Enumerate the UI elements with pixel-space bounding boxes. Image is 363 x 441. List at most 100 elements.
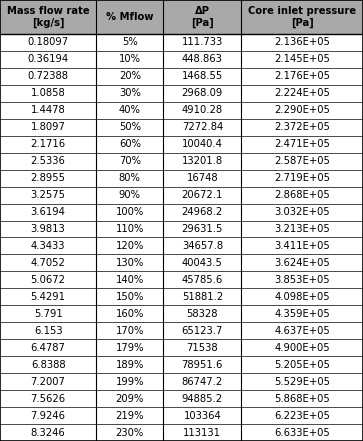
Text: 4.7052: 4.7052 <box>30 258 66 268</box>
Text: 2.868E+05: 2.868E+05 <box>274 190 330 200</box>
Text: Core inlet pressure
[Pa]: Core inlet pressure [Pa] <box>248 6 356 28</box>
Text: 6.223E+05: 6.223E+05 <box>274 411 330 421</box>
Text: 2.145E+05: 2.145E+05 <box>274 54 330 64</box>
Text: 140%: 140% <box>116 275 144 285</box>
Text: 65123.7: 65123.7 <box>182 326 223 336</box>
Text: 7272.84: 7272.84 <box>182 122 223 132</box>
Text: 20672.1: 20672.1 <box>182 190 223 200</box>
Text: 51881.2: 51881.2 <box>182 292 223 302</box>
Text: 179%: 179% <box>115 343 144 353</box>
Text: 2.8955: 2.8955 <box>30 173 66 183</box>
Text: 58328: 58328 <box>187 309 218 319</box>
Bar <box>0 0 363 34</box>
Text: 6.633E+05: 6.633E+05 <box>274 427 330 437</box>
Text: 3.2575: 3.2575 <box>30 190 66 200</box>
Text: 80%: 80% <box>119 173 141 183</box>
Text: 16748: 16748 <box>187 173 218 183</box>
Text: 219%: 219% <box>115 411 144 421</box>
Text: 60%: 60% <box>119 139 141 149</box>
Text: 7.9246: 7.9246 <box>30 411 66 421</box>
Text: 1.8097: 1.8097 <box>30 122 66 132</box>
Text: ΔP
[Pa]: ΔP [Pa] <box>191 6 214 28</box>
Text: 94885.2: 94885.2 <box>182 394 223 404</box>
Text: 70%: 70% <box>119 156 141 166</box>
Text: 29631.5: 29631.5 <box>182 224 223 234</box>
Text: 2.176E+05: 2.176E+05 <box>274 71 330 81</box>
Text: 5.0672: 5.0672 <box>30 275 66 285</box>
Text: 10%: 10% <box>119 54 141 64</box>
Text: 2.290E+05: 2.290E+05 <box>274 105 330 115</box>
Text: 1468.55: 1468.55 <box>182 71 223 81</box>
Text: 110%: 110% <box>115 224 144 234</box>
Text: 7.2007: 7.2007 <box>30 377 66 387</box>
Text: 40043.5: 40043.5 <box>182 258 223 268</box>
Text: 5.4291: 5.4291 <box>30 292 66 302</box>
Text: 0.18097: 0.18097 <box>28 37 69 47</box>
Text: 2.224E+05: 2.224E+05 <box>274 88 330 98</box>
Text: 13201.8: 13201.8 <box>182 156 223 166</box>
Text: 45785.6: 45785.6 <box>182 275 223 285</box>
Text: 10040.4: 10040.4 <box>182 139 223 149</box>
Text: 24968.2: 24968.2 <box>182 207 223 217</box>
Text: % Mflow: % Mflow <box>106 12 154 22</box>
Text: 2.136E+05: 2.136E+05 <box>274 37 330 47</box>
Text: 6.4787: 6.4787 <box>30 343 66 353</box>
Text: 4.098E+05: 4.098E+05 <box>274 292 330 302</box>
Text: 8.3246: 8.3246 <box>31 427 65 437</box>
Text: 6.153: 6.153 <box>34 326 62 336</box>
Text: 230%: 230% <box>116 427 144 437</box>
Text: 5.205E+05: 5.205E+05 <box>274 360 330 370</box>
Text: 5.791: 5.791 <box>34 309 62 319</box>
Text: 78951.6: 78951.6 <box>182 360 223 370</box>
Text: 34657.8: 34657.8 <box>182 241 223 251</box>
Text: 103364: 103364 <box>184 411 221 421</box>
Text: 160%: 160% <box>115 309 144 319</box>
Text: 2.587E+05: 2.587E+05 <box>274 156 330 166</box>
Text: 4.3433: 4.3433 <box>31 241 65 251</box>
Text: 5%: 5% <box>122 37 138 47</box>
Text: 50%: 50% <box>119 122 141 132</box>
Text: 3.6194: 3.6194 <box>30 207 66 217</box>
Text: 0.36194: 0.36194 <box>28 54 69 64</box>
Text: 90%: 90% <box>119 190 141 200</box>
Text: 30%: 30% <box>119 88 141 98</box>
Text: 2.719E+05: 2.719E+05 <box>274 173 330 183</box>
Text: 0.72388: 0.72388 <box>28 71 69 81</box>
Text: 2.1716: 2.1716 <box>30 139 66 149</box>
Text: 199%: 199% <box>115 377 144 387</box>
Text: 4.900E+05: 4.900E+05 <box>274 343 330 353</box>
Text: 2.5336: 2.5336 <box>30 156 66 166</box>
Text: 86747.2: 86747.2 <box>182 377 223 387</box>
Text: 71538: 71538 <box>187 343 218 353</box>
Text: 3.213E+05: 3.213E+05 <box>274 224 330 234</box>
Text: 113131: 113131 <box>183 427 221 437</box>
Text: 6.8388: 6.8388 <box>31 360 65 370</box>
Text: 3.032E+05: 3.032E+05 <box>274 207 330 217</box>
Text: 150%: 150% <box>115 292 144 302</box>
Text: 4.637E+05: 4.637E+05 <box>274 326 330 336</box>
Text: 2.372E+05: 2.372E+05 <box>274 122 330 132</box>
Text: 40%: 40% <box>119 105 141 115</box>
Text: 20%: 20% <box>119 71 141 81</box>
Text: 189%: 189% <box>115 360 144 370</box>
Text: 4910.28: 4910.28 <box>182 105 223 115</box>
Text: 130%: 130% <box>116 258 144 268</box>
Text: Mass flow rate
[kg/s]: Mass flow rate [kg/s] <box>7 6 89 28</box>
Text: 209%: 209% <box>115 394 144 404</box>
Text: 100%: 100% <box>116 207 144 217</box>
Text: 3.853E+05: 3.853E+05 <box>274 275 330 285</box>
Text: 3.624E+05: 3.624E+05 <box>274 258 330 268</box>
Text: 1.4478: 1.4478 <box>31 105 65 115</box>
Text: 3.411E+05: 3.411E+05 <box>274 241 330 251</box>
Text: 120%: 120% <box>115 241 144 251</box>
Text: 7.5626: 7.5626 <box>30 394 66 404</box>
Text: 2968.09: 2968.09 <box>182 88 223 98</box>
Text: 2.471E+05: 2.471E+05 <box>274 139 330 149</box>
Text: 4.359E+05: 4.359E+05 <box>274 309 330 319</box>
Text: 5.529E+05: 5.529E+05 <box>274 377 330 387</box>
Text: 1.0858: 1.0858 <box>31 88 65 98</box>
Text: 5.868E+05: 5.868E+05 <box>274 394 330 404</box>
Text: 3.9813: 3.9813 <box>31 224 65 234</box>
Text: 170%: 170% <box>115 326 144 336</box>
Text: 111.733: 111.733 <box>182 37 223 47</box>
